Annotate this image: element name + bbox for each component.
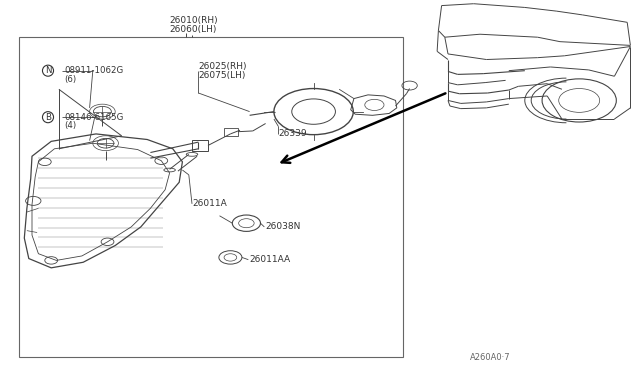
Text: 26011A: 26011A — [192, 199, 227, 208]
Bar — [192, 140, 208, 151]
Text: 08146-6165G: 08146-6165G — [64, 113, 124, 122]
Text: 26339: 26339 — [278, 129, 307, 138]
Text: B: B — [45, 113, 51, 122]
Text: 26060(LH): 26060(LH) — [170, 25, 217, 34]
Text: 26010(RH): 26010(RH) — [170, 16, 218, 25]
Bar — [19, 37, 403, 357]
Text: 08911-1062G: 08911-1062G — [64, 66, 124, 75]
Bar — [224, 128, 238, 136]
Text: N: N — [45, 66, 51, 75]
Text: 26075(LH): 26075(LH) — [198, 71, 246, 80]
Text: 26011AA: 26011AA — [250, 255, 291, 264]
Text: (6): (6) — [64, 75, 76, 84]
Text: A260A0·7: A260A0·7 — [470, 353, 511, 362]
Text: (4): (4) — [64, 121, 76, 130]
Text: 26025(RH): 26025(RH) — [198, 62, 247, 71]
Text: 26038N: 26038N — [266, 222, 301, 231]
